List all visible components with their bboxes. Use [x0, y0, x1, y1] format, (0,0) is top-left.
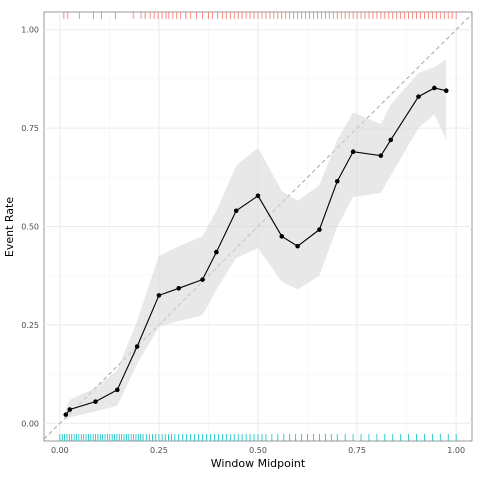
y-tick-label: 0.00: [21, 419, 39, 428]
data-point: [443, 88, 449, 94]
x-tick-label: 0.00: [51, 446, 69, 455]
x-tick-label: 0.75: [348, 446, 366, 455]
data-point: [214, 249, 219, 255]
data-point: [350, 149, 356, 155]
rug-top: [63, 12, 457, 19]
x-tick-label: 1.00: [447, 446, 465, 455]
data-point: [378, 153, 384, 158]
data-point: [334, 178, 340, 184]
y-tick-label: 0.75: [21, 124, 39, 133]
data-point: [432, 85, 437, 91]
data-point: [156, 293, 162, 298]
x-tick-label: 0.25: [150, 446, 168, 455]
data-point: [67, 407, 73, 412]
rug-bottom: [59, 434, 457, 441]
data-point: [93, 399, 98, 404]
data-point: [279, 234, 285, 239]
y-axis-title: Event Rate: [3, 197, 16, 257]
y-tick-label: 1.00: [21, 26, 39, 35]
y-tick-label: 0.25: [21, 321, 39, 330]
data-point: [233, 208, 239, 214]
data-point: [317, 227, 322, 232]
data-point: [255, 193, 261, 199]
data-point: [134, 344, 140, 349]
y-tick-label: 0.50: [21, 223, 39, 232]
data-point: [200, 277, 205, 282]
x-tick-labels: 0.00 0.25 0.50 0.75 1.00: [51, 446, 465, 455]
data-point: [176, 285, 182, 291]
y-tick-labels: 0.00 0.25 0.50 0.75 1.00: [21, 26, 39, 429]
confidence-band: [65, 59, 447, 420]
x-tick-label: 0.50: [249, 446, 267, 455]
data-point: [388, 137, 394, 143]
data-point: [63, 412, 69, 417]
series-points: [63, 85, 449, 417]
data-point: [416, 94, 421, 99]
data-point: [295, 243, 300, 249]
x-axis-title: Window Midpoint: [211, 457, 306, 470]
data-point: [115, 387, 120, 393]
confidence-band-layer: [65, 59, 447, 420]
grid: [44, 12, 472, 441]
